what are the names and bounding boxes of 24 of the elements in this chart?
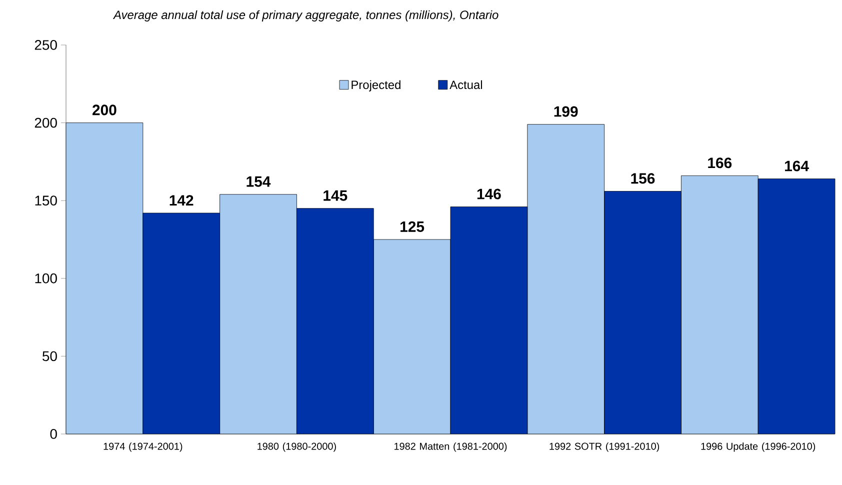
data-label: 154 bbox=[246, 176, 271, 187]
y-tick-label: 50 bbox=[42, 351, 57, 362]
data-label: 145 bbox=[324, 190, 348, 201]
y-tick-label: 100 bbox=[35, 273, 57, 284]
y-tick-label: 250 bbox=[34, 40, 57, 50]
y-tick-label: 200 bbox=[34, 118, 57, 128]
x-tick-label: 1974 (1974-2001) bbox=[104, 442, 182, 452]
data-label: 199 bbox=[554, 106, 578, 117]
x-tick-label: 1992 SOTR (1991-2010) bbox=[550, 442, 660, 452]
x-tick-label: 1982 Matten (1981-2000) bbox=[394, 442, 507, 452]
data-label: 156 bbox=[631, 173, 655, 184]
x-tick-label: 1996 Update (1996-2010) bbox=[701, 442, 816, 452]
data-label: 142 bbox=[170, 195, 194, 206]
data-label: 164 bbox=[785, 160, 809, 172]
x-tick-label: 1980 (1980-2000) bbox=[258, 442, 336, 452]
data-label: 125 bbox=[400, 221, 424, 232]
data-label: 166 bbox=[708, 158, 732, 168]
chart-title: Average annual total use of primary aggregate, tonnes (millions), Ontario bbox=[112, 10, 498, 22]
y-tick-label: 150 bbox=[35, 196, 57, 206]
data-label: 146 bbox=[477, 188, 501, 200]
legend-label: Projected bbox=[352, 80, 400, 92]
y-tick-label: 0 bbox=[50, 429, 57, 439]
legend-label: Actual bbox=[450, 80, 482, 90]
data-label: 200 bbox=[92, 104, 116, 116]
